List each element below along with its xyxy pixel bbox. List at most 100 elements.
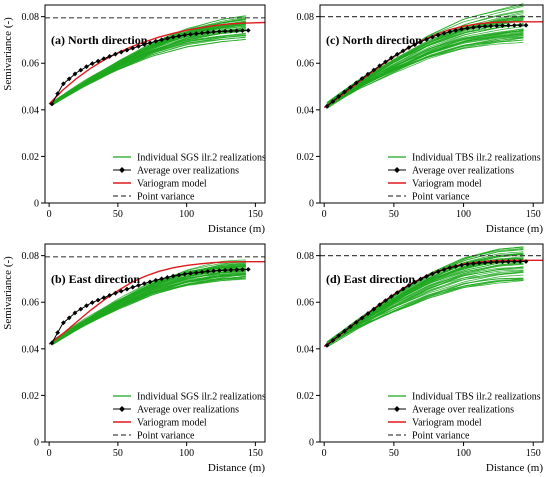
plot-frame [44, 4, 266, 204]
average-point [113, 290, 118, 296]
realization-line [51, 277, 246, 344]
average-point [55, 91, 61, 97]
average-point [216, 29, 222, 34]
average-point [453, 28, 459, 33]
average-point [159, 276, 164, 282]
average-point [89, 61, 95, 66]
legend-label: Point variance [412, 192, 470, 203]
average-point [72, 310, 78, 316]
realization-line [326, 255, 524, 345]
variogram-model-line [48, 261, 265, 345]
average-point [494, 23, 500, 29]
y-tick-label: 0.04 [22, 344, 40, 355]
average-point [72, 71, 78, 77]
average-point [228, 267, 234, 273]
legend-label: Average over realizations [412, 405, 514, 416]
average-point [188, 31, 193, 37]
x-tick-label: 150 [248, 448, 263, 459]
average-point [506, 23, 511, 28]
x-tick-label: 100 [456, 448, 471, 459]
realizations-bundle [51, 15, 246, 106]
average-point [429, 34, 435, 40]
average-point [441, 267, 447, 273]
average-point [55, 330, 61, 336]
x-tick-label: 0 [47, 209, 52, 220]
legend-swatch-average-marker [119, 167, 125, 173]
average-point [107, 293, 113, 298]
average-point [394, 290, 400, 296]
x-tick-label: 150 [526, 209, 541, 220]
realization-line [326, 30, 524, 106]
plot-frame [319, 4, 544, 204]
average-point [383, 298, 388, 304]
y-tick-label: 0.02 [297, 391, 315, 402]
y-tick-label: 0.08 [297, 251, 315, 262]
average-point [176, 272, 182, 278]
average-point [66, 315, 72, 321]
average-point [342, 89, 347, 95]
average-point [353, 80, 359, 86]
x-axis-label: Distance (m) [486, 223, 543, 235]
average-point [324, 342, 330, 348]
legend-label: Point variance [137, 431, 195, 442]
realization-line [326, 277, 524, 348]
legend-label: Average over realizations [412, 166, 514, 177]
average-point [245, 266, 251, 272]
variogram-model-line [323, 21, 543, 109]
average-point [388, 55, 394, 61]
realization-line [51, 276, 246, 345]
realization-line [326, 39, 524, 107]
average-point [476, 24, 482, 30]
average-point [400, 48, 406, 54]
realization-line [326, 13, 524, 106]
x-tick-label: 100 [179, 448, 194, 459]
average-point [435, 32, 441, 38]
legend-label: Individual TBS ilr.2 realizations [412, 153, 541, 164]
average-point [371, 67, 377, 73]
average-point [141, 281, 147, 286]
average-point [182, 271, 188, 277]
average-point [511, 259, 517, 264]
y-tick-label: 0.04 [22, 105, 40, 116]
realization-line [326, 37, 524, 108]
legend-label: Variogram model [137, 179, 207, 190]
average-point [412, 279, 418, 285]
average-point [511, 22, 517, 28]
average-point [347, 324, 353, 330]
x-tick-label: 50 [113, 209, 123, 220]
average-point [359, 315, 365, 321]
y-axis-label: Semivariance (-) [2, 256, 14, 330]
x-tick-label: 0 [322, 209, 327, 220]
average-point [523, 22, 529, 28]
average-point [199, 30, 205, 36]
realization-line [326, 16, 524, 106]
average-point [429, 271, 435, 277]
x-tick-label: 50 [389, 209, 399, 220]
realization-line [326, 280, 524, 348]
realization-line [326, 267, 524, 344]
average-point [447, 29, 453, 35]
average-point [84, 303, 89, 309]
average-point [377, 302, 383, 308]
average-point [141, 42, 147, 47]
average-point [482, 260, 488, 265]
x-tick-label: 100 [179, 209, 194, 220]
average-point [394, 51, 400, 57]
average-point [78, 306, 84, 312]
average-point [193, 31, 199, 37]
legend-label: Average over realizations [137, 405, 239, 416]
average-point [353, 319, 359, 325]
average-point [78, 67, 84, 73]
realization-line [51, 23, 246, 105]
average-point [412, 42, 418, 48]
average-point [193, 270, 199, 276]
y-tick-label: 0.08 [22, 12, 40, 23]
realization-line [51, 262, 246, 344]
realization-line [326, 17, 524, 107]
average-point [61, 81, 66, 87]
realization-line [326, 18, 524, 106]
average-point [517, 259, 523, 264]
average-point [95, 58, 101, 64]
realizations-bundle [326, 3, 524, 109]
legend-label: Individual SGS ilr.2 realizations [137, 153, 266, 164]
